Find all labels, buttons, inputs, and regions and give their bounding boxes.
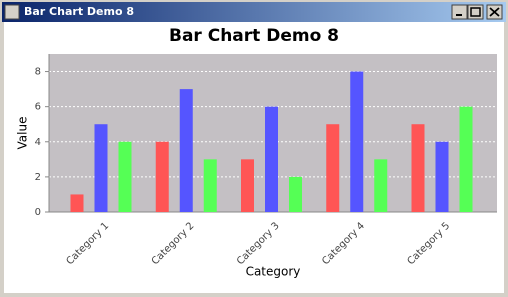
chart-title: Bar Chart Demo 8 [169,26,339,46]
app-icon[interactable] [4,4,20,20]
bar [374,159,388,212]
y-axis-label: Value [16,117,30,150]
bar [326,124,340,212]
title-bar [2,2,506,22]
bar [411,124,425,212]
bar [155,141,169,212]
bar [350,71,364,212]
y-tick-label: 4 [35,137,41,148]
minimize-button[interactable] [451,4,468,20]
bar [70,194,84,212]
bar [265,106,278,212]
x-axis-label: Category [246,265,301,279]
bar [459,106,473,212]
window-title: Bar Chart Demo 8 [24,5,134,18]
icon [489,7,500,17]
bar [289,176,302,212]
bar [241,159,254,212]
y-tick-label: 6 [35,102,41,113]
y-tick-label: 8 [35,67,41,78]
bar [94,124,108,212]
y-tick-label: 0 [35,207,41,218]
y-tick-label: 2 [35,172,41,183]
bar [118,141,132,212]
window-buttons [451,4,503,20]
bar [179,89,193,212]
bar [203,159,217,212]
icon [470,7,481,17]
bar [435,141,449,212]
